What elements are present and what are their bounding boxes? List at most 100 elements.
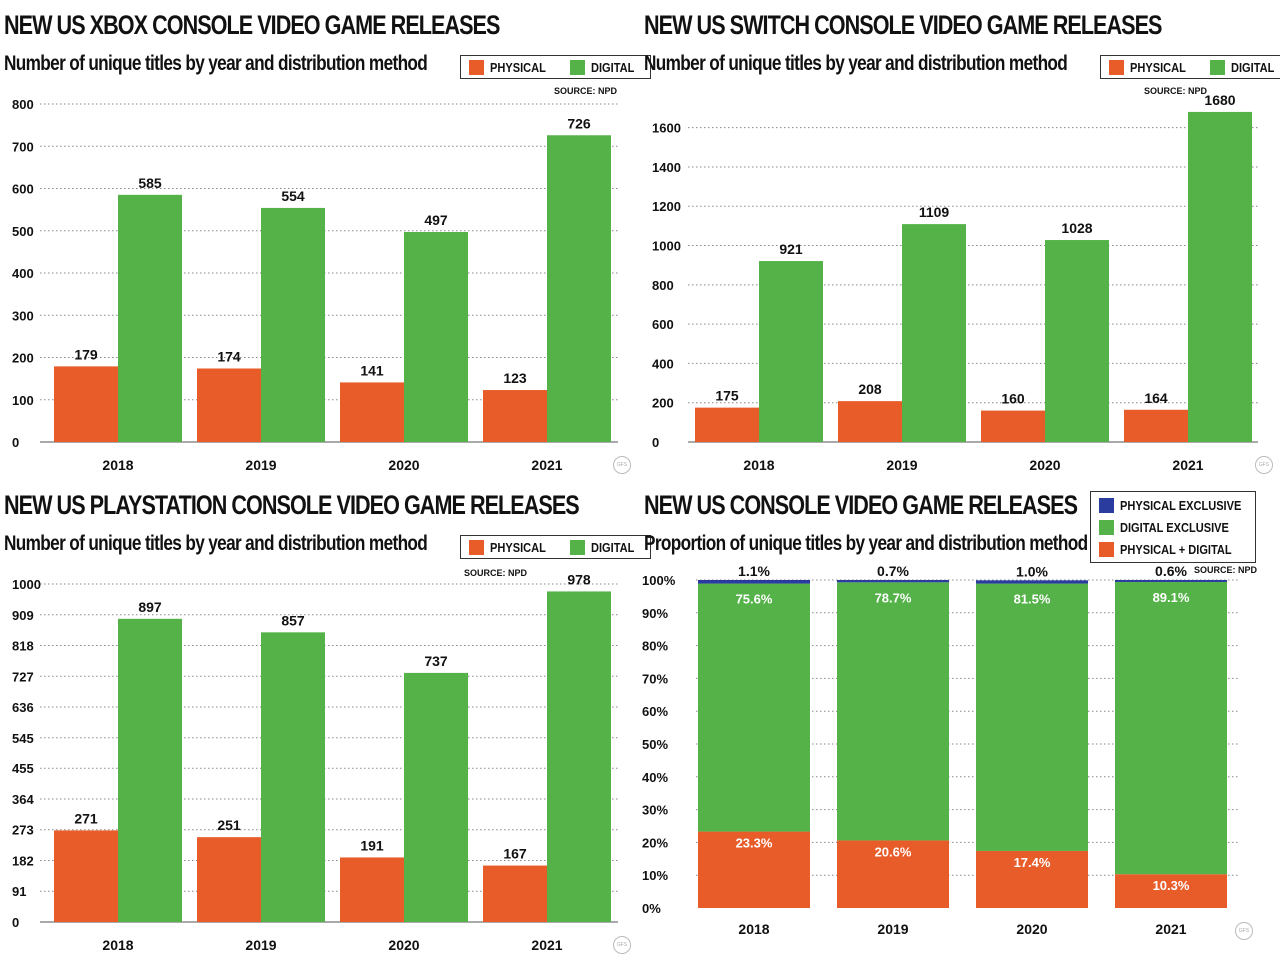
- data-label: 179: [74, 346, 98, 362]
- legend-swatch-physical-digital: [1099, 541, 1114, 557]
- data-label: 123: [503, 370, 527, 386]
- y-tick-label: 273: [12, 823, 34, 838]
- data-label: 208: [858, 381, 882, 397]
- legend-swatch-physical-exclusive: [1099, 497, 1114, 513]
- x-category-label: 2019: [877, 921, 908, 937]
- y-tick-label: 700: [12, 139, 34, 154]
- bar-digital-2020: [404, 232, 468, 442]
- y-tick-label: 1000: [652, 239, 681, 254]
- data-label: 175: [715, 388, 739, 404]
- legend-swatch-digital: [569, 59, 585, 75]
- data-label: 10.3%: [1153, 878, 1190, 893]
- data-label: 978: [567, 571, 591, 587]
- x-category-label: 2019: [886, 457, 917, 473]
- y-tick-label: 727: [12, 669, 34, 684]
- bar-digital-2019: [261, 632, 325, 922]
- y-tick-label: 364: [12, 792, 34, 807]
- data-label: 726: [567, 115, 591, 131]
- x-category-label: 2021: [531, 937, 562, 953]
- data-label: 1680: [1204, 92, 1235, 108]
- legend-item-physical-digital: PHYSICAL + DIGITAL: [1099, 538, 1247, 560]
- data-label: 78.7%: [875, 590, 912, 605]
- chart-title: NEW US SWITCH CONSOLE VIDEO GAME RELEASE…: [644, 10, 1162, 40]
- x-category-label: 2018: [102, 937, 133, 953]
- chart-title: NEW US PLAYSTATION CONSOLE VIDEO GAME RE…: [4, 490, 580, 520]
- playstation-chart-panel: NEW US PLAYSTATION CONSOLE VIDEO GAME RE…: [0, 480, 651, 956]
- bar-physical-2020: [340, 382, 404, 442]
- data-label: 141: [360, 362, 384, 378]
- bar-chart-svg: 0 100 200 300 400 500 600 700 800 179 585 2018 174 55…: [12, 97, 618, 473]
- proportion-chart-panel: NEW US CONSOLE VIDEO GAME RELEASES Propo…: [640, 480, 1276, 956]
- bar-chart-svg: 0 91 182 273 364 455 545 636 727 818 909 1000 271 897…: [12, 571, 618, 953]
- bar-digital-2018: [759, 261, 823, 442]
- legend-item-physical: PHYSICAL: [1109, 59, 1196, 75]
- y-tick-label: 800: [12, 97, 34, 112]
- legend-swatch-digital-exclusive: [1099, 519, 1114, 535]
- data-label: 1.0%: [1016, 563, 1048, 579]
- legend-label: DIGITAL: [590, 59, 635, 75]
- bar-physical-2020: [340, 857, 404, 922]
- stacked-segment-0-2018: [698, 831, 810, 908]
- x-category-label: 2018: [743, 457, 774, 473]
- y-tick-label: 1400: [652, 160, 681, 175]
- stacked-segment-2-2018: [698, 580, 810, 584]
- publisher-logo: GFS: [1235, 922, 1253, 940]
- bar-digital-2018: [118, 618, 182, 922]
- bar-physical-2019: [197, 368, 261, 442]
- bar-physical-2021: [483, 865, 547, 922]
- legend-label: DIGITAL: [590, 539, 635, 555]
- y-tick-label: 60%: [642, 704, 668, 719]
- y-tick-label: 818: [12, 639, 34, 654]
- legend-item-physical-exclusive: PHYSICAL EXCLUSIVE: [1099, 494, 1247, 516]
- legend-swatch-physical: [469, 539, 484, 555]
- bar-physical-2019: [838, 401, 902, 442]
- legend-label: PHYSICAL: [490, 59, 546, 75]
- data-label: 0.7%: [877, 563, 909, 579]
- y-tick-label: 600: [652, 317, 674, 332]
- legend-label: PHYSICAL: [490, 539, 546, 555]
- stacked-segment-0-2021: [1115, 874, 1227, 908]
- y-tick-label: 50%: [642, 737, 668, 752]
- chart-legend: PHYSICAL DIGITAL: [1100, 55, 1280, 79]
- legend-item-digital: DIGITAL: [569, 539, 642, 555]
- y-tick-label: 200: [12, 351, 34, 366]
- y-tick-label: 400: [652, 356, 674, 371]
- y-tick-label: 80%: [642, 639, 668, 654]
- data-label: 737: [424, 653, 448, 669]
- y-tick-label: 91: [12, 884, 26, 899]
- y-tick-label: 40%: [642, 770, 668, 785]
- legend-item-digital: DIGITAL: [1209, 59, 1280, 75]
- xbox-chart-panel: NEW US XBOX CONSOLE VIDEO GAME RELEASES …: [0, 0, 651, 476]
- bar-physical-2018: [695, 407, 759, 442]
- stacked-segment-1-2020: [976, 583, 1088, 851]
- bar-digital-2020: [1045, 240, 1109, 442]
- y-tick-label: 455: [12, 761, 34, 776]
- x-category-label: 2019: [245, 937, 276, 953]
- y-tick-label: 600: [12, 182, 34, 197]
- data-label: 17.4%: [1014, 855, 1051, 870]
- bar-physical-2021: [1124, 409, 1188, 442]
- stacked-segment-2-2020: [976, 580, 1088, 584]
- data-label: 160: [1001, 391, 1025, 407]
- bar-physical-2018: [54, 830, 118, 922]
- bar-digital-2021: [547, 591, 611, 922]
- x-category-label: 2021: [1172, 457, 1203, 473]
- data-label: 191: [360, 837, 384, 853]
- legend-label: DIGITAL: [1230, 59, 1275, 75]
- legend-label: DIGITAL EXCLUSIVE: [1120, 519, 1229, 535]
- stacked-segment-1-2018: [698, 583, 810, 832]
- source-note: SOURCE: NPD: [554, 86, 618, 96]
- chart-subtitle: Proportion of unique titles by year and …: [644, 532, 1088, 555]
- legend-label: PHYSICAL + DIGITAL: [1120, 541, 1232, 557]
- y-tick-label: 20%: [642, 835, 668, 850]
- data-label: 81.5%: [1014, 592, 1051, 607]
- y-tick-label: 0: [652, 435, 659, 450]
- data-label: 167: [503, 846, 527, 862]
- data-label: 921: [779, 241, 803, 257]
- x-category-label: 2019: [245, 457, 276, 473]
- legend-swatch-digital: [569, 539, 585, 555]
- chart-subtitle: Number of unique titles by year and dist…: [4, 532, 428, 555]
- y-tick-label: 200: [652, 396, 674, 411]
- data-label: 1.1%: [738, 563, 770, 579]
- source-note: SOURCE: NPD: [1194, 565, 1258, 575]
